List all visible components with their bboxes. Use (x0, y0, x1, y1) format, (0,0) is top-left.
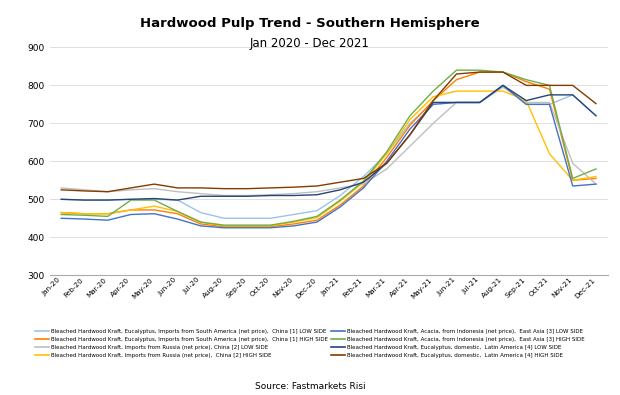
Text: Jan 2020 - Dec 2021: Jan 2020 - Dec 2021 (250, 37, 370, 50)
Legend: Bleached Hardwood Kraft, Eucalyptus, Imports from South America (net price),  Ch: Bleached Hardwood Kraft, Eucalyptus, Imp… (33, 327, 587, 361)
Text: Source: Fastmarkets Risi: Source: Fastmarkets Risi (255, 382, 365, 391)
Text: Hardwood Pulp Trend - Southern Hemisphere: Hardwood Pulp Trend - Southern Hemispher… (140, 17, 480, 30)
